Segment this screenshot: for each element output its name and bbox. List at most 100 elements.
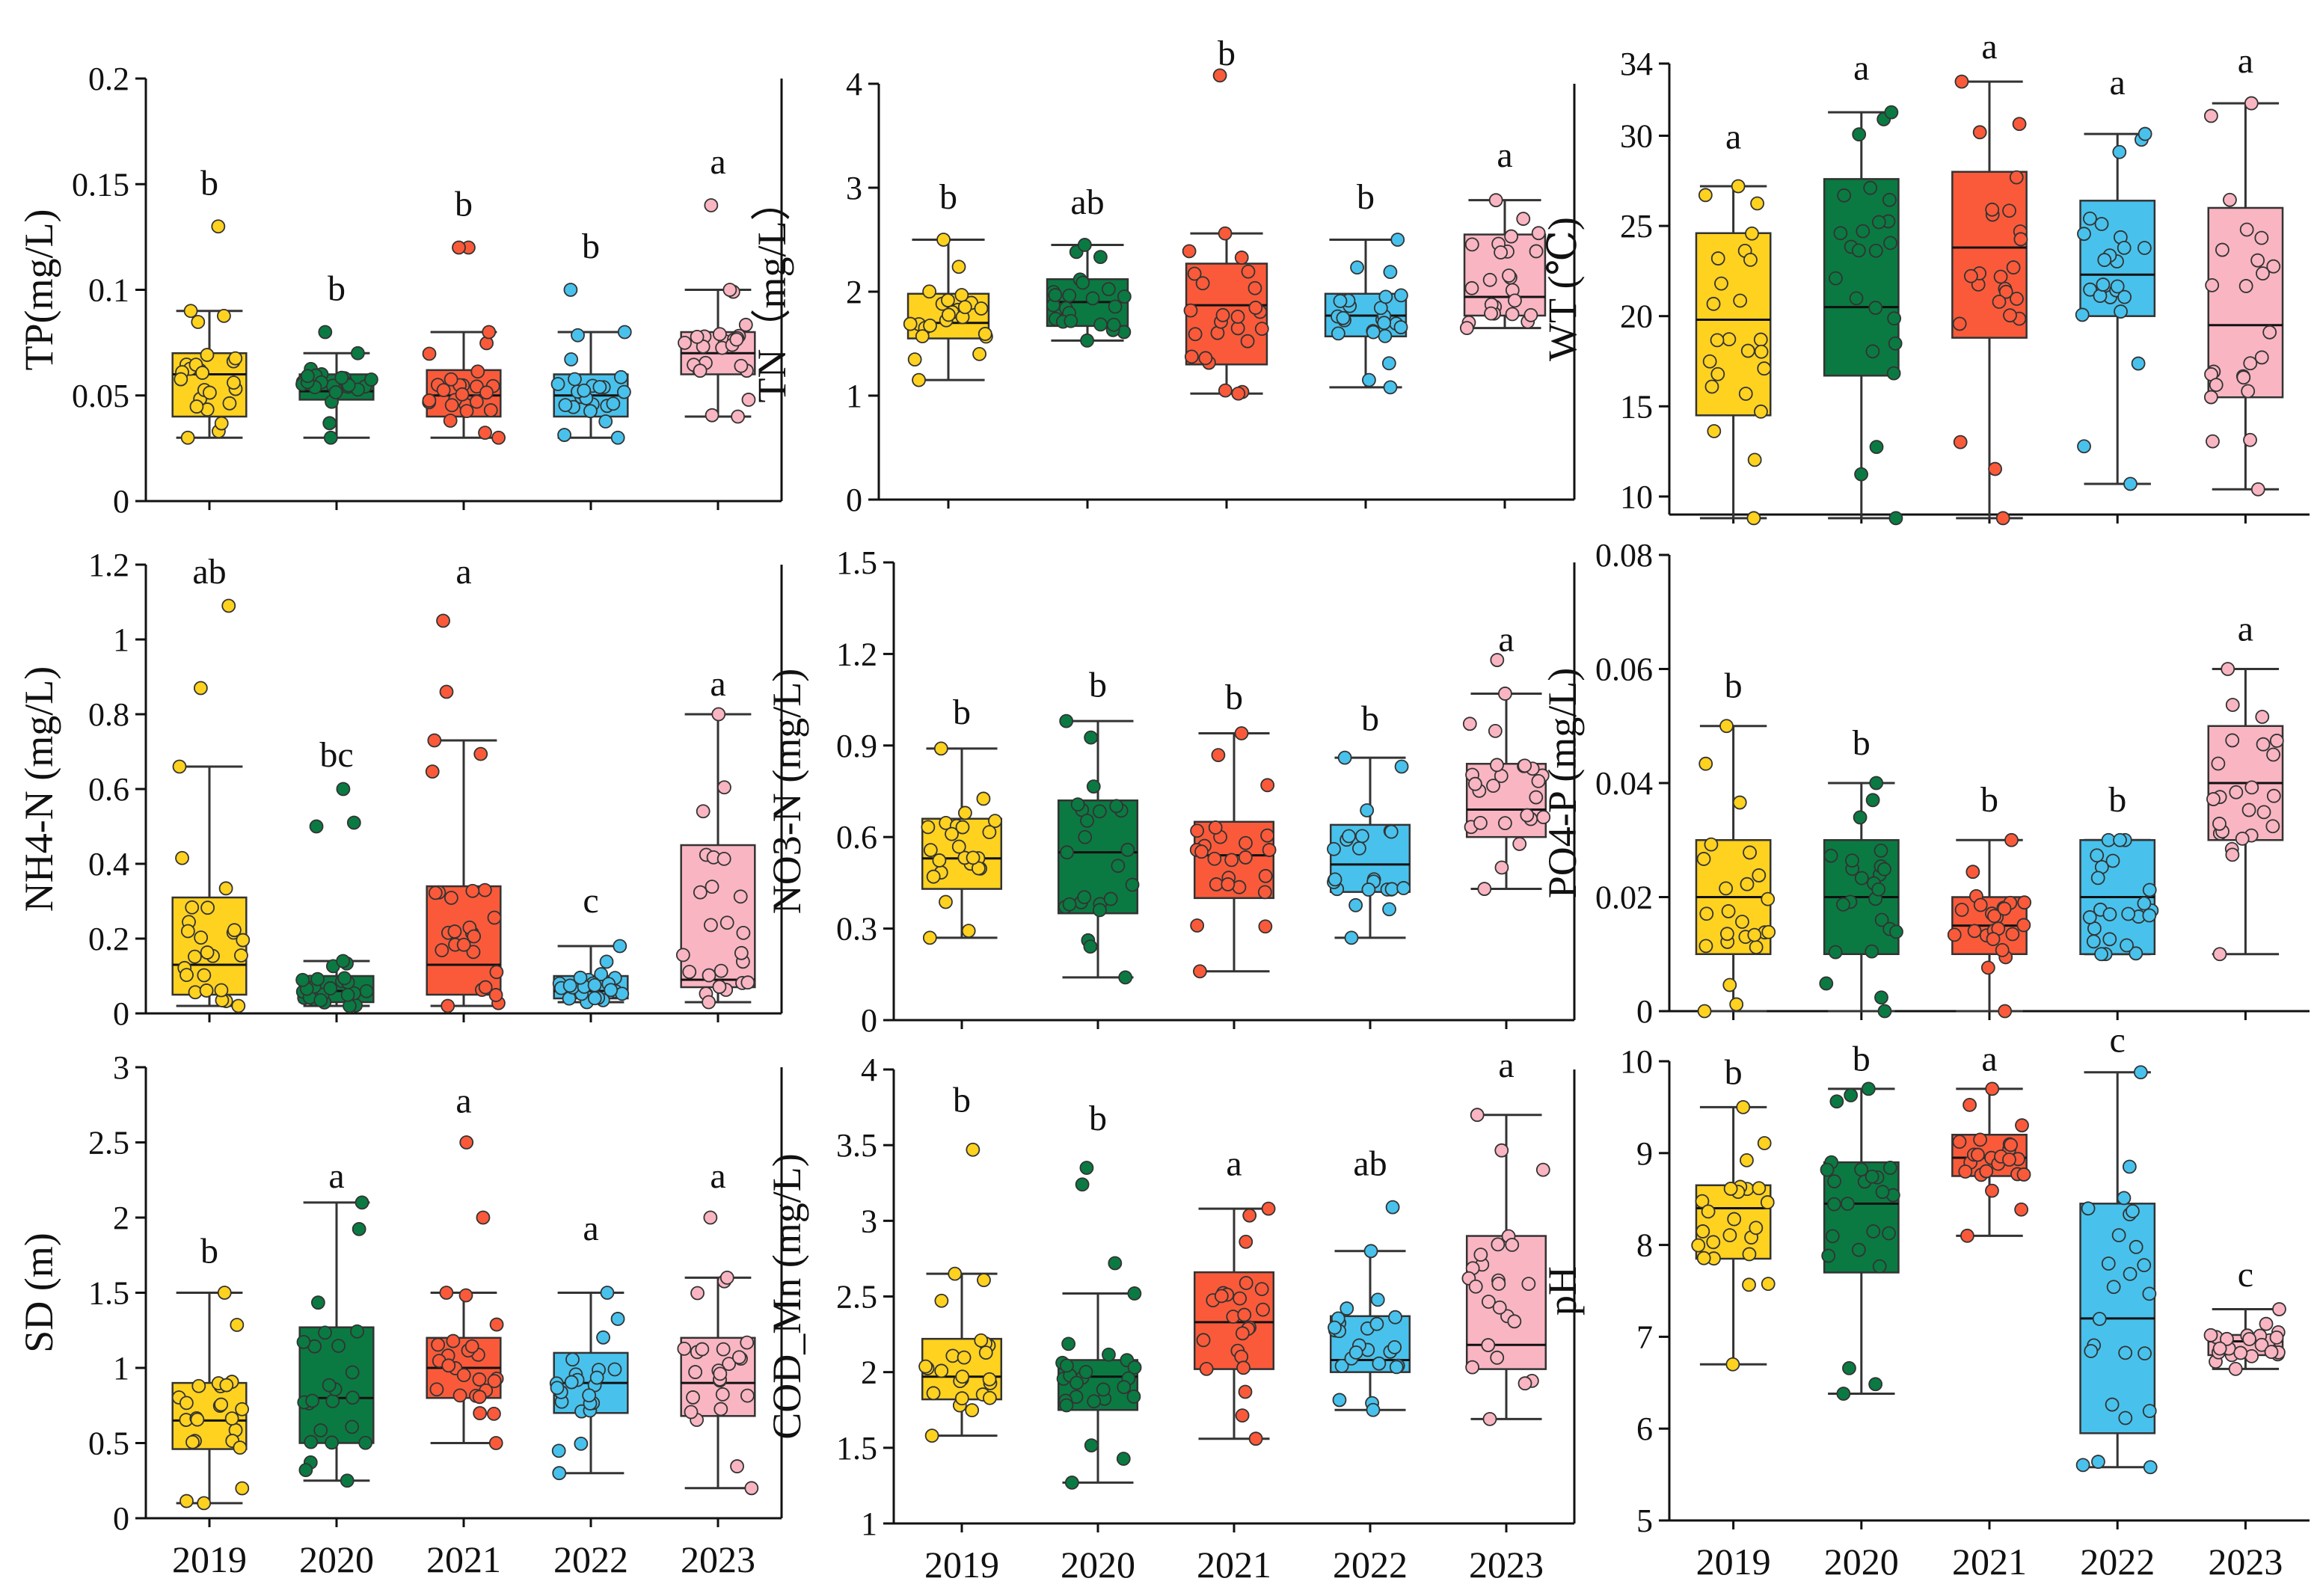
sample-point (1254, 1282, 1269, 1297)
sample-point (1743, 845, 1757, 860)
sample-point (677, 1342, 692, 1356)
sample-point (2241, 384, 2256, 399)
sample-point (1888, 511, 1903, 526)
sample-point (217, 308, 231, 323)
sample-point (1231, 386, 1246, 401)
sample-point (491, 430, 506, 445)
sample-point (340, 987, 355, 1002)
sample-point (617, 384, 631, 399)
significance-letter: b (1225, 678, 1243, 717)
y-tick-label: 1 (846, 378, 862, 414)
sample-point (1393, 288, 1408, 303)
sample-point (477, 883, 492, 897)
sample-point (1080, 333, 1094, 348)
sample-point (1723, 1182, 1738, 1196)
sample-point (1387, 1339, 1402, 1354)
sample-point (478, 980, 493, 995)
y-axis-label: NO3-N (mg/L) (764, 669, 809, 914)
outlier-point (452, 240, 466, 255)
sample-point (2238, 279, 2253, 293)
sample-point (1866, 1224, 1881, 1239)
sample-point (2256, 805, 2271, 820)
sample-point (733, 889, 748, 904)
sample-point (1985, 1081, 2000, 1096)
sample-point (2266, 788, 2281, 803)
sample-point (1698, 939, 1713, 954)
sample-point (552, 1466, 567, 1481)
sample-point (1366, 1402, 1381, 1417)
y-tick-label: 8 (1636, 1227, 1653, 1264)
sample-point (607, 1362, 622, 1377)
sample-point (1261, 1201, 1276, 1216)
sample-point (2075, 1458, 2090, 1473)
sample-point (2142, 908, 2157, 923)
sample-point (2002, 203, 2016, 218)
y-tick-label: 0.9 (836, 728, 877, 764)
sample-point (325, 1435, 340, 1450)
sample-point (443, 414, 458, 428)
sample-point (1258, 868, 1273, 883)
sample-point (2102, 907, 2117, 921)
sample-point (2122, 1159, 2137, 1174)
box-2022: b (1327, 699, 1411, 945)
panel-WT: 10 15 20 25 30 34 WT (℃) a a a a a (1540, 27, 2310, 526)
sample-point (1077, 238, 1092, 252)
sample-point (1986, 932, 2001, 946)
sample-point (1725, 1357, 1740, 1372)
sample-point (298, 1463, 313, 1478)
sample-point (227, 375, 241, 390)
sample-point (2094, 217, 2109, 231)
sample-point (2123, 476, 2138, 491)
sample-point (1248, 1431, 1263, 1446)
sample-point (230, 1318, 245, 1332)
sample-point (675, 948, 690, 963)
sample-point (1836, 1387, 1851, 1401)
significance-letter: a (328, 1156, 344, 1196)
sample-point (2205, 277, 2220, 292)
sample-point (1388, 1310, 1402, 1325)
sample-point (2203, 390, 2218, 405)
sample-point (1995, 943, 2010, 957)
sample-point (2209, 378, 2224, 393)
sample-point (705, 880, 719, 894)
box-2021: b (1189, 678, 1277, 979)
sample-point (1242, 1208, 1257, 1223)
sample-point (1963, 268, 1978, 283)
x-tick-label: 2019 (172, 1538, 247, 1580)
sample-point (1695, 1194, 1710, 1209)
sample-point (1462, 716, 1477, 731)
sample-point (1108, 299, 1123, 314)
sample-point (350, 1324, 364, 1339)
sample-point (1840, 1197, 1855, 1211)
sample-point (2010, 292, 2024, 306)
sample-point (1963, 1098, 1977, 1112)
sample-point (1701, 1204, 1716, 1219)
sample-point (235, 1481, 250, 1496)
box-2020: b (1057, 666, 1140, 985)
sample-point (2015, 1118, 2029, 1133)
sample-point (729, 332, 744, 347)
y-tick-label: 0.4 (88, 846, 129, 883)
sample-point (712, 980, 727, 994)
sample-point (444, 398, 459, 413)
significance-letter: c (583, 881, 598, 921)
sample-point (2262, 325, 2277, 340)
sample-point (2266, 259, 2281, 274)
sample-point (1218, 226, 1233, 241)
outlier-point (193, 681, 208, 696)
significance-letter: b (953, 1081, 971, 1120)
significance-letter: ab (1070, 182, 1104, 222)
sample-point (427, 733, 442, 748)
sample-point (1092, 804, 1107, 819)
sample-point (583, 404, 598, 419)
sample-point (1235, 1326, 1250, 1341)
y-axis-label: TN（mg/L） (749, 181, 794, 403)
sample-point (1498, 687, 1512, 701)
significance-letter: b (1853, 723, 1871, 763)
sample-point (1998, 1004, 2013, 1019)
sample-point (1238, 850, 1253, 865)
sample-point (1196, 1333, 1211, 1348)
sample-point (965, 1403, 980, 1418)
sample-point (172, 759, 187, 774)
sample-point (1502, 268, 1516, 283)
